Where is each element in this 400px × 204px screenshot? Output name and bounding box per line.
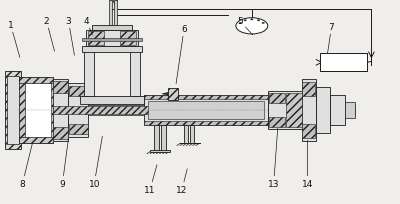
Bar	[109, 1, 112, 26]
Bar	[88, 32, 104, 46]
Bar	[302, 82, 315, 96]
Bar	[161, 126, 166, 152]
Text: 14: 14	[302, 141, 313, 188]
Text: 13: 13	[268, 129, 280, 188]
Bar	[19, 138, 52, 144]
Circle shape	[236, 19, 268, 35]
Bar	[150, 150, 170, 152]
Text: 12: 12	[176, 169, 188, 194]
Bar	[144, 95, 268, 126]
Bar	[302, 125, 315, 139]
Bar	[53, 81, 68, 93]
Bar	[17, 105, 356, 116]
Bar	[68, 83, 88, 138]
Text: 9: 9	[60, 139, 68, 188]
Bar	[268, 118, 284, 128]
Text: 5: 5	[237, 17, 252, 35]
Text: 4: 4	[84, 17, 92, 36]
Circle shape	[239, 23, 242, 24]
Bar	[130, 52, 140, 96]
Bar	[53, 128, 68, 140]
Bar	[144, 95, 268, 99]
Circle shape	[262, 23, 264, 24]
Bar	[84, 52, 94, 96]
Bar	[144, 122, 268, 126]
Bar	[346, 102, 356, 119]
Bar	[7, 76, 19, 145]
Bar	[19, 77, 25, 144]
Polygon shape	[162, 93, 168, 96]
Circle shape	[244, 21, 246, 22]
Bar	[268, 91, 304, 130]
Text: 6: 6	[176, 25, 187, 84]
Bar	[48, 77, 52, 144]
Bar	[148, 101, 264, 120]
Bar	[19, 77, 52, 83]
Bar	[82, 47, 142, 53]
Text: 3: 3	[66, 17, 74, 56]
Text: 8: 8	[20, 143, 32, 188]
Bar	[330, 95, 346, 126]
Circle shape	[257, 21, 260, 22]
Bar	[69, 125, 88, 135]
Bar	[69, 86, 88, 96]
Bar	[52, 107, 188, 114]
Bar	[25, 81, 50, 140]
Bar	[82, 39, 142, 42]
Bar	[86, 31, 138, 47]
Text: 7: 7	[328, 23, 334, 54]
Bar	[19, 77, 52, 144]
Bar	[52, 79, 68, 142]
Text: 10: 10	[89, 137, 102, 188]
Bar	[184, 126, 188, 144]
Text: 2: 2	[44, 17, 54, 52]
Bar	[190, 126, 194, 144]
Circle shape	[251, 20, 253, 21]
Bar	[316, 87, 330, 134]
Bar	[120, 32, 136, 46]
Bar	[92, 26, 132, 31]
Bar	[168, 88, 178, 100]
Bar	[302, 79, 316, 142]
Bar	[268, 93, 284, 103]
Bar	[5, 72, 21, 149]
Bar	[114, 1, 117, 26]
Text: 11: 11	[144, 165, 157, 194]
Bar	[154, 126, 159, 152]
Bar	[80, 96, 144, 104]
Bar	[320, 54, 368, 72]
Text: 1: 1	[8, 21, 20, 58]
Bar	[286, 93, 302, 128]
